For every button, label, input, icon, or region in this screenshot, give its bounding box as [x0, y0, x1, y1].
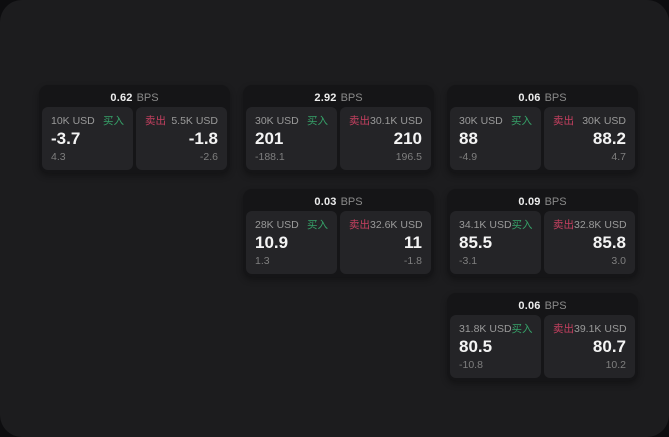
- buy-label: 买入: [511, 115, 532, 127]
- spread-value: 0.62: [110, 91, 133, 104]
- buy-sub-value: -3.1: [459, 255, 478, 267]
- sell-label: 卖出: [553, 115, 574, 127]
- spread-unit: BPS: [544, 91, 567, 104]
- sell-price: 11: [404, 233, 422, 252]
- sell-label: 卖出: [553, 323, 574, 335]
- buy-notional: 31.8K USD: [459, 323, 512, 335]
- sell-sub-value: 4.7: [611, 151, 626, 163]
- buy-price: 80.5: [459, 337, 493, 356]
- sell-tile[interactable]: 卖出 32.6K USD 11 -1.8: [340, 211, 431, 274]
- buy-label: 买入: [307, 115, 328, 127]
- quote-card: 2.92 BPS 30K USD 买入 201 -188.1 卖出 30.1K …: [243, 85, 434, 173]
- sell-tile[interactable]: 卖出 30K USD 88.2 4.7: [544, 107, 635, 170]
- spread-header: 0.03 BPS: [246, 192, 431, 211]
- sell-notional: 30K USD: [582, 115, 626, 127]
- buy-label: 买入: [511, 323, 533, 335]
- buy-tile[interactable]: 10K USD 买入 -3.7 4.3: [42, 107, 133, 170]
- spread-header: 2.92 BPS: [246, 88, 431, 107]
- buy-price: 10.9: [255, 233, 289, 252]
- spread-value: 0.06: [518, 299, 541, 312]
- sell-sub-value: -1.8: [403, 255, 422, 267]
- sell-label: 卖出: [553, 219, 574, 231]
- sell-sub-value: -2.6: [199, 151, 218, 163]
- sell-tile[interactable]: 卖出 39.1K USD 80.7 10.2: [544, 315, 635, 378]
- spread-unit: BPS: [340, 91, 363, 104]
- sell-label: 卖出: [349, 219, 370, 231]
- sell-label: 卖出: [349, 115, 370, 127]
- spread-value: 0.09: [518, 195, 541, 208]
- sell-price: -1.8: [188, 129, 218, 148]
- sell-tile[interactable]: 卖出 30.1K USD 210 196.5: [340, 107, 431, 170]
- buy-label: 买入: [511, 219, 533, 231]
- spread-header: 0.06 BPS: [450, 296, 635, 315]
- spread-unit: BPS: [340, 195, 363, 208]
- sell-notional: 32.6K USD: [370, 219, 423, 231]
- buy-price: -3.7: [51, 129, 81, 148]
- buy-notional: 30K USD: [255, 115, 299, 127]
- sell-price: 85.8: [592, 233, 626, 252]
- spread-header: 0.62 BPS: [42, 88, 227, 107]
- spread-unit: BPS: [544, 299, 567, 312]
- buy-tile[interactable]: 34.1K USD 买入 85.5 -3.1: [450, 211, 541, 274]
- buy-price: 88: [459, 129, 478, 148]
- sell-price: 80.7: [592, 337, 626, 356]
- sell-sub-value: 10.2: [605, 359, 626, 371]
- quote-card: 0.06 BPS 31.8K USD 买入 80.5 -10.8 卖出 39.1…: [447, 293, 638, 381]
- quote-card: 0.03 BPS 28K USD 买入 10.9 1.3 卖出 32.6K US…: [243, 189, 434, 277]
- buy-label: 买入: [307, 219, 328, 231]
- buy-tile[interactable]: 30K USD 买入 88 -4.9: [450, 107, 541, 170]
- buy-notional: 10K USD: [51, 115, 95, 127]
- sell-sub-value: 196.5: [395, 151, 422, 163]
- buy-sub-value: -10.8: [459, 359, 483, 371]
- spread-value: 0.06: [518, 91, 541, 104]
- spread-unit: BPS: [136, 91, 159, 104]
- sell-notional: 30.1K USD: [370, 115, 423, 127]
- sell-tile[interactable]: 卖出 32.8K USD 85.8 3.0: [544, 211, 635, 274]
- sell-sub-value: 3.0: [611, 255, 626, 267]
- buy-sub-value: -188.1: [255, 151, 285, 163]
- buy-tile[interactable]: 28K USD 买入 10.9 1.3: [246, 211, 337, 274]
- spread-value: 0.03: [314, 195, 337, 208]
- buy-tile[interactable]: 30K USD 买入 201 -188.1: [246, 107, 337, 170]
- sell-notional: 5.5K USD: [171, 115, 218, 127]
- sell-notional: 32.8K USD: [574, 219, 627, 231]
- buy-notional: 28K USD: [255, 219, 299, 231]
- quote-cards-grid: 0.62 BPS 10K USD 买入 -3.7 4.3 卖出 5.5K USD: [39, 85, 638, 381]
- sell-label: 卖出: [145, 115, 166, 127]
- buy-notional: 30K USD: [459, 115, 503, 127]
- buy-label: 买入: [103, 115, 124, 127]
- spread-header: 0.09 BPS: [450, 192, 635, 211]
- spread-value: 2.92: [314, 91, 337, 104]
- buy-sub-value: -4.9: [459, 151, 478, 163]
- sell-price: 210: [393, 129, 422, 148]
- buy-price: 85.5: [459, 233, 493, 252]
- buy-sub-value: 4.3: [51, 151, 66, 163]
- buy-sub-value: 1.3: [255, 255, 270, 267]
- spread-header: 0.06 BPS: [450, 88, 635, 107]
- sell-price: 88.2: [592, 129, 626, 148]
- quote-card: 0.09 BPS 34.1K USD 买入 85.5 -3.1 卖出 32.8K…: [447, 189, 638, 277]
- quote-card: 0.62 BPS 10K USD 买入 -3.7 4.3 卖出 5.5K USD: [39, 85, 230, 173]
- buy-price: 201: [255, 129, 284, 148]
- sell-tile[interactable]: 卖出 5.5K USD -1.8 -2.6: [136, 107, 227, 170]
- quote-card: 0.06 BPS 30K USD 买入 88 -4.9 卖出 30K USD: [447, 85, 638, 173]
- spread-unit: BPS: [544, 195, 567, 208]
- sell-notional: 39.1K USD: [574, 323, 627, 335]
- buy-tile[interactable]: 31.8K USD 买入 80.5 -10.8: [450, 315, 541, 378]
- buy-notional: 34.1K USD: [459, 219, 512, 231]
